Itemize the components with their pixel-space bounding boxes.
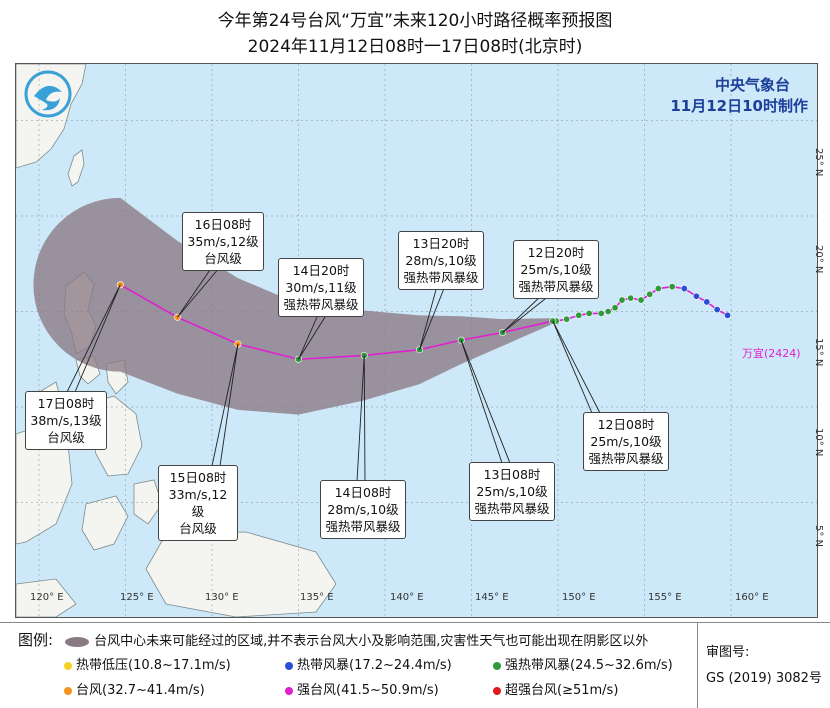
legend: 图例: 台风中心未来可能经过的区域,并不表示台风大小及影响范围,灾害性天气也可能… — [0, 622, 830, 708]
label-12d08: 12日08时 25m/s,10级 强热带风暴级 — [583, 412, 669, 471]
orange-dot-icon — [64, 686, 72, 695]
lat-label: 20° N — [813, 245, 824, 274]
lat-label: 15° N — [813, 338, 824, 367]
label-17d08: 17日08时 38m/s,13级 台风级 — [25, 391, 107, 450]
halmahera — [133, 479, 163, 525]
observed-point — [563, 315, 571, 323]
review-label: 审图号: — [706, 645, 750, 660]
new-guinea — [145, 531, 337, 617]
leader-line — [66, 284, 121, 393]
label-15d08: 15日08时 33m/s,12级 台风级 — [158, 465, 238, 541]
forecast-point — [416, 346, 424, 354]
sunda — [16, 578, 77, 617]
review-box: 审图号: GS (2019) 3082号 — [697, 623, 830, 708]
lon-label: 145° E — [475, 592, 509, 603]
lat-label: 5° N — [813, 525, 824, 548]
map-area[interactable] — [15, 63, 818, 618]
map-subtitle: 2024年11月12日08时一17日08时(北京时) — [247, 37, 583, 57]
observed-point — [692, 292, 700, 300]
observed-point — [585, 309, 593, 317]
taiwan — [67, 149, 85, 187]
cma-logo — [24, 70, 72, 118]
observed-point — [618, 296, 626, 304]
magenta-dot-icon — [285, 686, 293, 695]
observed-point — [654, 285, 662, 293]
blue-dot-icon — [285, 661, 293, 670]
review-number: GS (2019) 3082号 — [706, 671, 822, 686]
lon-label: 125° E — [120, 592, 154, 603]
observed-point — [713, 306, 721, 314]
leader-line — [552, 320, 593, 414]
observed-point — [575, 311, 583, 319]
agency-name: 中央气象台 — [714, 76, 790, 94]
leader-line — [552, 320, 601, 414]
leader-line — [502, 294, 551, 333]
forecast-point — [457, 336, 465, 344]
label-16d08: 16日08时 35m/s,12级 台风级 — [182, 212, 264, 271]
legend-title: 图例: — [18, 631, 54, 649]
observed-point — [611, 304, 619, 312]
label-13d20: 13日20时 28m/s,10级 强热带风暴级 — [398, 231, 484, 290]
legend-item-ts: 热带风暴(17.2~24.4m/s) — [285, 654, 452, 673]
lat-label: 25° N — [813, 148, 824, 177]
leader-line — [502, 294, 543, 333]
lon-label: 120° E — [30, 592, 64, 603]
observed-point — [703, 298, 711, 306]
track-points — [116, 281, 732, 363]
legend-item-super: 超强台风(≥51m/s) — [493, 679, 618, 698]
sulawesi — [81, 495, 129, 551]
green-dot-icon — [493, 661, 501, 670]
lon-label: 150° E — [562, 592, 596, 603]
typhoon-name-label: 万宜(2424) — [742, 347, 801, 360]
issue-time: 11月12日10时制作 — [670, 97, 808, 115]
red-dot-icon — [493, 686, 501, 695]
legend-cone-text: 台风中心未来可能经过的区域,并不表示台风大小及影响范围,灾害性天气也可能出现在阴… — [94, 634, 649, 649]
observed-point — [646, 290, 654, 298]
leader-line — [460, 340, 503, 464]
lon-label: 160° E — [735, 592, 769, 603]
leader-line — [219, 343, 239, 467]
leader-line — [177, 266, 221, 318]
land — [16, 64, 337, 617]
leader-line — [363, 355, 366, 482]
label-leaders — [66, 266, 601, 482]
lon-label: 155° E — [648, 592, 682, 603]
leader-line — [177, 266, 213, 318]
observed-point — [597, 309, 605, 317]
leader-line — [356, 355, 365, 482]
label-14d08: 14日08时 28m/s,10级 强热带风暴级 — [320, 480, 406, 539]
lon-label: 135° E — [300, 592, 334, 603]
observed-point — [637, 296, 645, 304]
leader-line — [419, 285, 446, 350]
leader-line — [211, 343, 239, 467]
legend-item-td: 热带低压(10.8~17.1m/s) — [64, 654, 231, 673]
label-13d08: 13日08时 25m/s,10级 强热带风暴级 — [469, 462, 555, 521]
lat-label: 10° N — [813, 428, 824, 457]
observed-point — [604, 308, 612, 316]
leader-line — [460, 339, 511, 464]
lon-label: 130° E — [205, 592, 239, 603]
leader-line — [74, 284, 121, 393]
leader-line — [298, 316, 318, 360]
legend-cone-item: 台风中心未来可能经过的区域,并不表示台风大小及影响范围,灾害性天气也可能出现在阴… — [64, 630, 648, 649]
map-title: 今年第24号台风“万宜”未来120小时路径概率预报图 — [217, 11, 613, 31]
legend-item-ty: 台风(32.7~41.4m/s) — [64, 679, 205, 698]
lon-label: 140° E — [390, 592, 424, 603]
observed-point — [724, 311, 732, 319]
legend-item-sts: 强热带风暴(24.5~32.6m/s) — [493, 654, 673, 673]
leader-line — [419, 285, 438, 350]
observed-point — [680, 285, 688, 293]
observed-point — [668, 283, 676, 291]
leader-line — [298, 316, 326, 360]
cone-swatch-icon — [65, 636, 89, 647]
map-canvas — [16, 64, 817, 617]
label-12d20: 12日20时 25m/s,10级 强热带风暴级 — [513, 240, 599, 299]
yellow-dot-icon — [64, 661, 72, 670]
observed-point — [627, 294, 635, 302]
legend-item-sty: 强台风(41.5~50.9m/s) — [285, 679, 439, 698]
label-14d20: 14日20时 30m/s,11级 强热带风暴级 — [278, 258, 364, 317]
